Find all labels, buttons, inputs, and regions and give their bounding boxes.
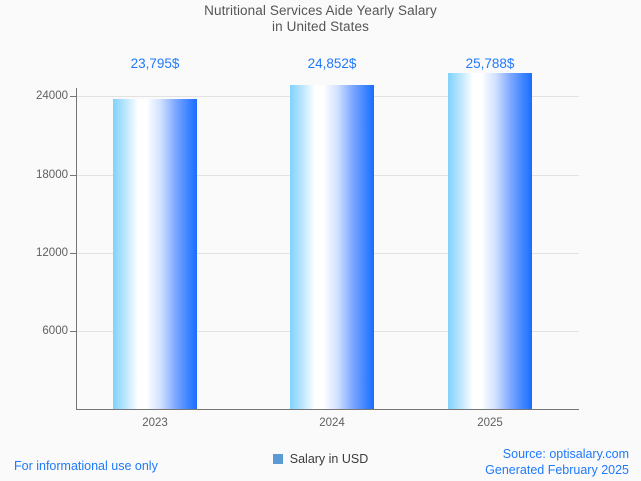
y-tick-label-12000: 12000 bbox=[36, 247, 68, 259]
bar-2025[interactable] bbox=[448, 73, 532, 409]
y-tick-mark-24000 bbox=[70, 96, 76, 97]
x-tick-label-2025: 2025 bbox=[477, 417, 503, 429]
y-tick-mark-18000 bbox=[70, 175, 76, 176]
y-tick-label-6000: 6000 bbox=[42, 325, 68, 337]
chart-title-line-1: Nutritional Services Aide Yearly Salary bbox=[204, 3, 437, 18]
bar-2023[interactable] bbox=[113, 99, 197, 409]
chart-title: Nutritional Services Aide Yearly Salary … bbox=[0, 3, 641, 35]
x-tick-label-2024: 2024 bbox=[319, 417, 345, 429]
value-label-2023: 23,795$ bbox=[130, 56, 180, 71]
bar-2024[interactable] bbox=[290, 85, 374, 409]
value-label-2024: 24,852$ bbox=[307, 56, 357, 71]
y-tick-mark-6000 bbox=[70, 331, 76, 332]
footer-source-block: Source: optisalary.com Generated Februar… bbox=[485, 446, 629, 478]
footer-disclaimer: For informational use only bbox=[14, 459, 158, 473]
footer-generated-date: Generated February 2025 bbox=[485, 463, 629, 477]
y-axis-line bbox=[76, 88, 77, 410]
x-tick-label-2023: 2023 bbox=[142, 417, 168, 429]
chart-title-line-2: in United States bbox=[272, 19, 369, 34]
y-tick-label-18000: 18000 bbox=[36, 169, 68, 181]
legend-label-salary: Salary in USD bbox=[289, 452, 369, 466]
y-tick-mark-12000 bbox=[70, 253, 76, 254]
y-axis-labels: 24000 18000 12000 6000 bbox=[0, 0, 68, 481]
legend-swatch-icon bbox=[272, 454, 283, 464]
value-label-2025: 25,788$ bbox=[465, 56, 515, 71]
footer-source: Source: optisalary.com bbox=[502, 447, 629, 461]
x-axis-line bbox=[76, 409, 579, 410]
y-tick-label-24000: 24000 bbox=[36, 90, 68, 102]
